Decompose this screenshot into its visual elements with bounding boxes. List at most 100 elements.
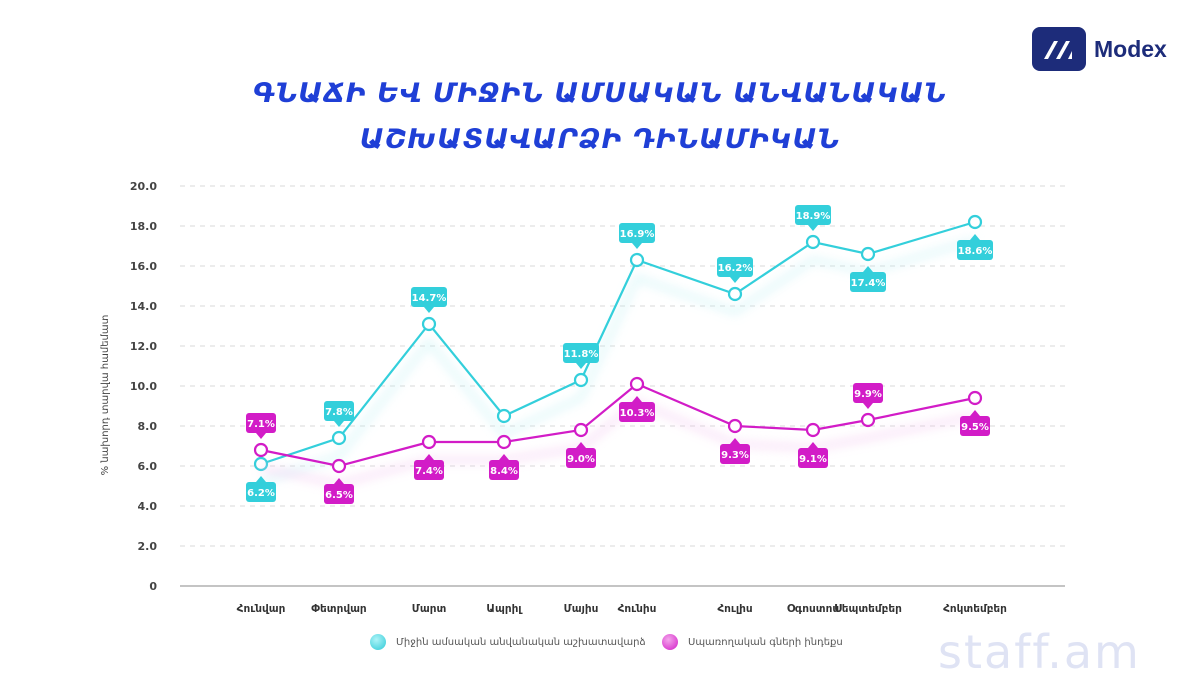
- data-label-pointer: [334, 478, 344, 484]
- data-label-text: 7.8%: [325, 407, 353, 418]
- data-label-text: 7.1%: [247, 419, 275, 430]
- cpi-data-label: 9.9%: [853, 383, 883, 409]
- data-label-pointer: [424, 454, 434, 460]
- x-tick-label: Ապրիլ: [486, 603, 523, 615]
- cpi-data-label: 8.4%: [489, 454, 519, 480]
- watermark: staff.am: [938, 625, 1141, 679]
- cpi-point: [496, 434, 512, 450]
- data-label-box: [619, 402, 655, 422]
- salary-point: [967, 214, 983, 230]
- y-tick-label: 8.0: [138, 420, 158, 433]
- y-tick-label: 2.0: [138, 540, 158, 553]
- data-label-box: [566, 448, 596, 468]
- salary-point: [805, 234, 821, 250]
- data-label-pointer: [499, 454, 509, 460]
- data-label-text: 10.3%: [620, 408, 655, 419]
- y-tick-label: 4.0: [138, 500, 158, 513]
- y-tick-label: 0: [149, 580, 157, 593]
- data-label-pointer: [970, 410, 980, 416]
- data-label-text: 18.6%: [958, 246, 993, 257]
- salary-data-label: 18.6%: [957, 234, 993, 260]
- x-tick-label: Մայիս: [564, 603, 599, 615]
- cpi-point: [727, 418, 743, 434]
- data-label-box: [246, 413, 276, 433]
- salary-data-label: 18.9%: [795, 205, 831, 231]
- y-tick-label: 18.0: [130, 220, 157, 233]
- y-tick-label: 12.0: [130, 340, 157, 353]
- brand-logo: Modex: [1032, 27, 1167, 71]
- salary-data-label: 16.2%: [717, 257, 753, 283]
- cpi-data-label: 10.3%: [619, 396, 655, 422]
- chart-title-line-1: ԳՆԱՃԻ ԵՎ ՄԻՋԻՆ ԱՄՍԱԿԱՆ ԱՆՎԱՆԱԿԱՆ: [252, 78, 948, 109]
- data-label-box: [489, 460, 519, 480]
- salary-data-label: 6.2%: [246, 476, 276, 502]
- x-tick-label: Օգոստոս: [787, 603, 839, 615]
- data-label-text: 6.2%: [247, 488, 275, 499]
- series-shadow: [260, 237, 976, 485]
- legend-item-salary: Միջին ամսական անվանական աշխատավարձ: [370, 634, 646, 650]
- legend-label-cpi: Սպառողական գների ինդեքս: [688, 636, 843, 648]
- data-label-pointer: [730, 438, 740, 444]
- cpi-data-label: 9.3%: [720, 438, 750, 464]
- cpi-point: [253, 442, 269, 458]
- data-label-pointer: [576, 442, 586, 448]
- data-label-pointer: [730, 277, 740, 283]
- salary-data-label: 16.9%: [619, 223, 655, 249]
- data-label-text: 9.3%: [721, 450, 749, 461]
- data-label-text: 11.8%: [564, 349, 599, 360]
- data-label-text: 9.9%: [854, 389, 882, 400]
- data-label-text: 9.5%: [961, 422, 989, 433]
- data-label-text: 17.4%: [851, 278, 886, 289]
- data-label-box: [717, 257, 753, 277]
- data-label-pointer: [863, 266, 873, 272]
- x-tick-label: Փետրվար: [311, 603, 366, 615]
- salary-data-label: 14.7%: [411, 287, 447, 313]
- data-label-pointer: [424, 307, 434, 313]
- data-label-box: [411, 287, 447, 307]
- brand-name: Modex: [1094, 35, 1167, 62]
- data-label-text: 8.4%: [490, 466, 518, 477]
- cpi-point: [805, 422, 821, 438]
- data-label-box: [324, 401, 354, 421]
- legend-item-cpi: Սպառողական գների ինդեքս: [662, 634, 843, 650]
- data-label-pointer: [632, 396, 642, 402]
- cpi-data-label: 9.5%: [960, 410, 990, 436]
- data-label-text: 14.7%: [412, 293, 447, 304]
- data-label-text: 16.2%: [718, 263, 753, 274]
- data-label-pointer: [256, 476, 266, 482]
- cpi-data-label: 9.1%: [798, 442, 828, 468]
- data-label-box: [246, 482, 276, 502]
- y-tick-label: 20.0: [130, 180, 157, 193]
- x-tick-label: Հոկտեմբեր: [943, 603, 1007, 615]
- data-label-box: [798, 448, 828, 468]
- data-label-text: 6.5%: [325, 490, 353, 501]
- salary-point: [496, 408, 512, 424]
- salary-point: [573, 372, 589, 388]
- data-label-box: [960, 416, 990, 436]
- data-label-pointer: [334, 421, 344, 427]
- x-tick-label: Սեպտեմբեր: [834, 603, 902, 615]
- y-tick-label: 16.0: [130, 260, 157, 273]
- data-label-pointer: [863, 403, 873, 409]
- data-label-pointer: [808, 225, 818, 231]
- salary-data-label: 7.8%: [324, 401, 354, 427]
- cpi-point: [421, 434, 437, 450]
- data-label-box: [324, 484, 354, 504]
- modex-logo-icon: [1032, 27, 1086, 71]
- x-tick-label: Հուլիս: [717, 603, 752, 615]
- y-tick-label: 6.0: [138, 460, 158, 473]
- cpi-data-label: 6.5%: [324, 478, 354, 504]
- data-label-box: [563, 343, 599, 363]
- data-label-text: 7.4%: [415, 466, 443, 477]
- data-label-box: [720, 444, 750, 464]
- cpi-data-label: 9.0%: [566, 442, 596, 468]
- cpi-line: [260, 382, 976, 468]
- legend-marker-salary: [370, 634, 386, 650]
- data-label-box: [795, 205, 831, 225]
- data-label-box: [850, 272, 886, 292]
- salary-point: [421, 316, 437, 332]
- cpi-point: [331, 458, 347, 474]
- data-label-pointer: [808, 442, 818, 448]
- x-tick-label: Հունիս: [618, 603, 657, 615]
